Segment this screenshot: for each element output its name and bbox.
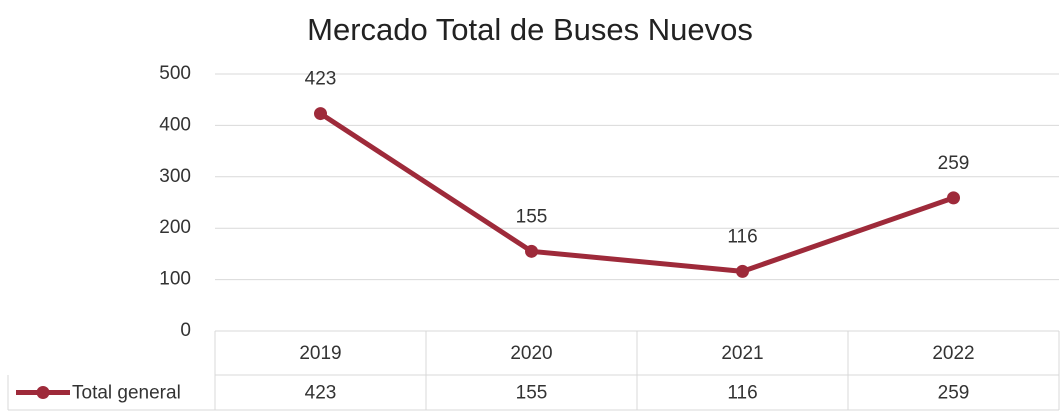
y-tick-label: 200 [159, 217, 191, 238]
y-tick-label: 0 [180, 320, 191, 341]
chart-title: Mercado Total de Buses Nuevos [307, 12, 753, 47]
legend-label: Total general [72, 383, 181, 404]
table-value: 116 [727, 383, 757, 404]
y-tick-label: 100 [159, 269, 191, 290]
data-label: 116 [727, 226, 757, 247]
table-value: 259 [938, 383, 970, 404]
data-label: 423 [305, 69, 337, 90]
x-tick-label: 2022 [932, 343, 974, 364]
x-tick-label: 2019 [299, 343, 341, 364]
y-tick-label: 400 [159, 114, 191, 135]
data-label: 155 [516, 206, 548, 227]
marker [947, 191, 960, 205]
legend-marker [36, 386, 50, 399]
marker [736, 264, 749, 278]
table-value: 155 [516, 383, 548, 404]
y-tick-label: 500 [159, 63, 191, 84]
y-tick-label: 300 [159, 166, 191, 187]
table-value: 423 [305, 383, 337, 404]
x-tick-label: 2021 [721, 343, 763, 364]
x-tick-label: 2020 [510, 343, 552, 364]
marker [525, 244, 538, 258]
marker [314, 107, 327, 121]
series-line [319, 111, 955, 274]
data-label: 259 [938, 153, 970, 174]
